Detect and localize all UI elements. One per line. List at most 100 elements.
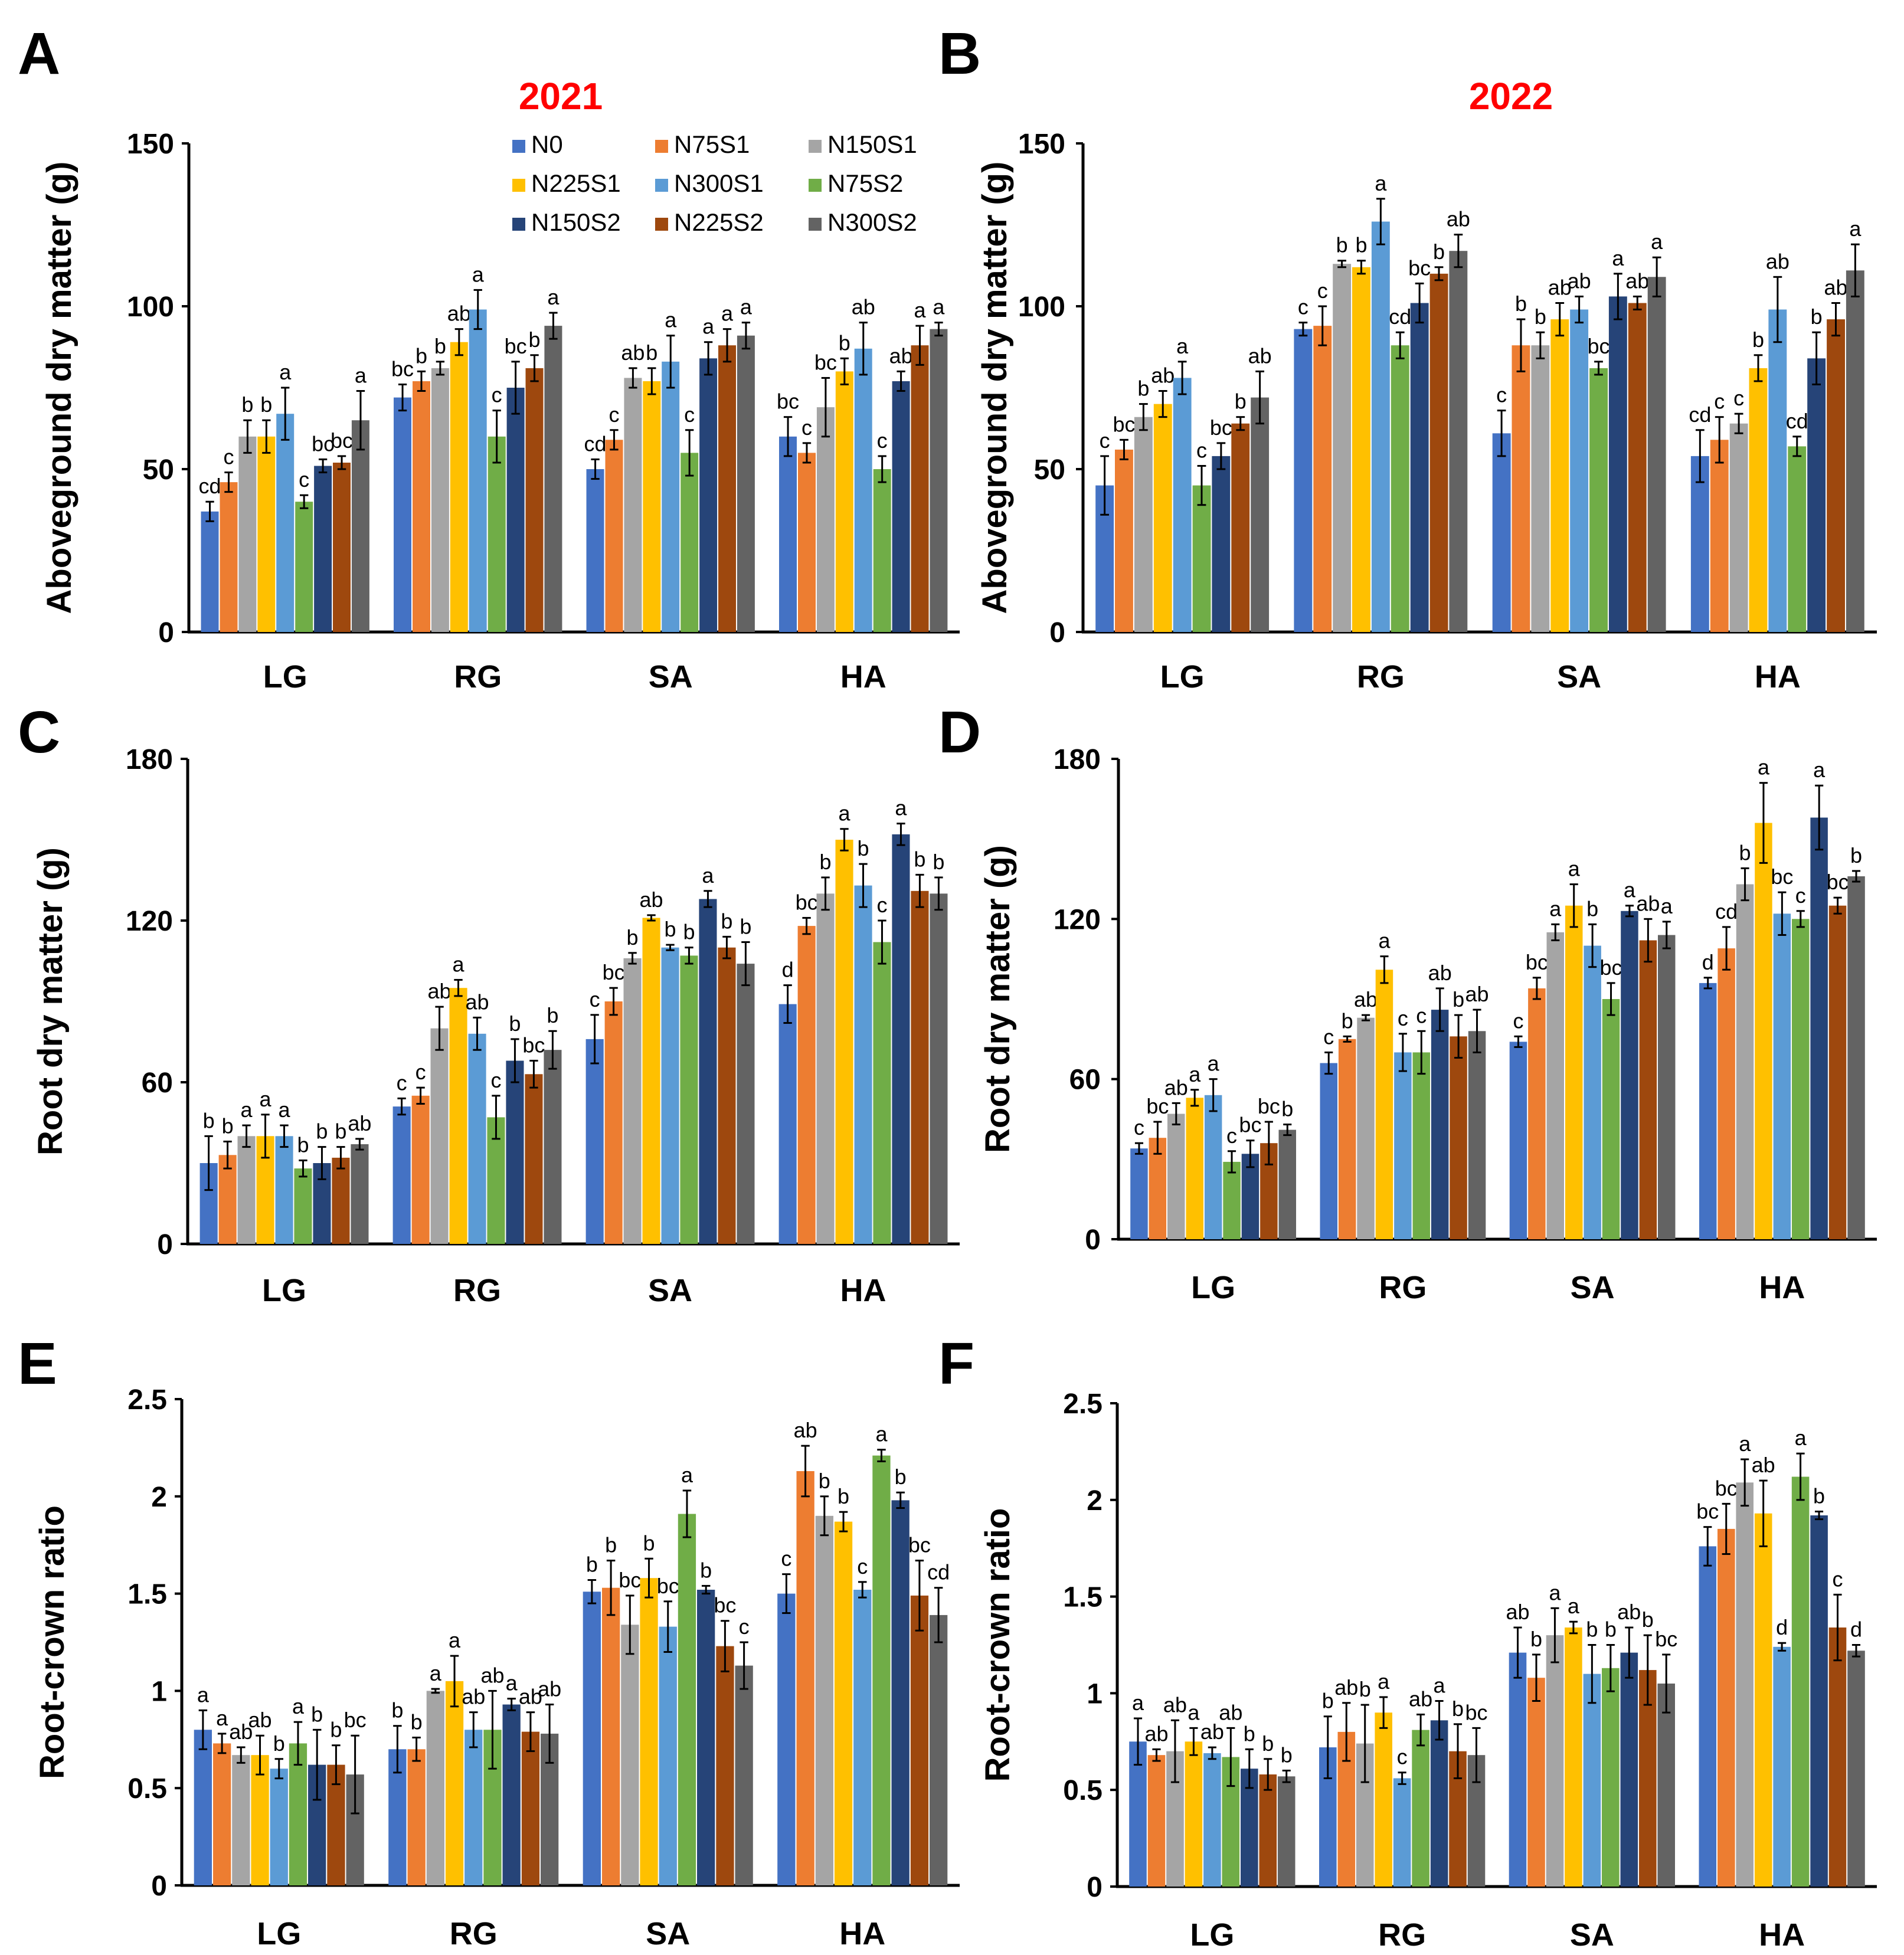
error-bar [397, 1097, 406, 1116]
bar-lg-n225s2 [333, 463, 351, 632]
error-bar [840, 357, 849, 385]
bar-sa-n75s1 [602, 1587, 620, 1885]
bar-lg-n75s1 [213, 1743, 231, 1885]
bar-sa-n75s1 [1528, 988, 1546, 1239]
y-tick-label: 1.5 [1063, 1582, 1103, 1613]
bar-lg-n75s2 [289, 1743, 307, 1885]
significance-letter: ab [1219, 1700, 1242, 1724]
significance-letter: a [216, 1706, 228, 1730]
bar-ha-n225s1 [835, 840, 853, 1244]
error-bar [1607, 982, 1615, 1016]
bar-sa-n300s1 [1583, 1674, 1601, 1887]
significance-letter: bc [1146, 1094, 1169, 1118]
significance-letter: b [839, 330, 850, 355]
significance-letter: c [609, 402, 619, 427]
significance-letter: c [1323, 1024, 1334, 1049]
y-tick-label: 120 [126, 906, 173, 937]
significance-letter: cd [1786, 409, 1808, 433]
error-bar [1588, 923, 1597, 968]
significance-letter: b [311, 1702, 323, 1726]
y-axis-label: Aboveground dry matter (g) [976, 162, 1014, 614]
error-bar [1594, 361, 1603, 376]
error-bar [549, 312, 558, 340]
y-tick-label: 100 [127, 292, 174, 323]
error-bar [1532, 977, 1541, 1000]
bar-ha-n75s1 [798, 453, 816, 632]
error-bar [821, 876, 830, 911]
significance-letter: a [472, 262, 485, 286]
error-bar [1152, 1748, 1161, 1762]
chart-title: 2022 [1469, 75, 1553, 117]
error-bar [783, 416, 793, 457]
significance-letter: b [529, 328, 541, 352]
bar-sa-n300s1 [659, 1626, 677, 1885]
error-bar [628, 952, 637, 965]
bar-ha-n150s2 [1810, 1515, 1828, 1887]
error-bar [1153, 1121, 1162, 1155]
error-bar [1536, 331, 1545, 359]
significance-letter: a [681, 1463, 693, 1487]
significance-letter: b [273, 1731, 285, 1756]
y-axis-label: Root dry matter (g) [979, 845, 1017, 1153]
significance-letter: ab [794, 1418, 817, 1442]
panel-letter: B [938, 21, 981, 87]
error-bar [336, 1146, 345, 1170]
significance-letter: c [1714, 389, 1725, 414]
legend-item-n300s1: N300S1 [655, 169, 764, 197]
x-category-label: HA [839, 1916, 885, 1951]
error-bar [1197, 464, 1206, 506]
error-bar [1831, 302, 1840, 337]
error-bar [416, 1086, 425, 1105]
significance-letter: a [1795, 1426, 1807, 1450]
error-bar [1255, 370, 1265, 425]
error-bar [666, 335, 675, 389]
bar-ha-n225s1 [1755, 823, 1772, 1239]
bar-ha-n300s2 [930, 893, 948, 1244]
significance-letter: bc [1258, 1094, 1280, 1118]
significance-letter: bc [391, 356, 414, 381]
error-bar [1550, 1607, 1559, 1663]
significance-letter: bc [619, 1568, 641, 1592]
significance-letter: b [297, 1132, 309, 1157]
bar-rg-n225s1 [1352, 267, 1370, 632]
significance-letter: b [914, 847, 925, 871]
error-bar [1833, 1593, 1842, 1662]
error-bar [858, 1581, 867, 1599]
error-bar [1361, 1014, 1370, 1021]
significance-letter: b [1530, 1627, 1542, 1651]
error-bar [355, 1138, 364, 1151]
bar-sa-n225s2 [718, 345, 736, 632]
significance-letter: b [1322, 1689, 1334, 1713]
y-tick-label: 120 [1054, 904, 1101, 935]
bar-ha-n300s1 [854, 348, 872, 632]
bar-rg-n225s2 [1429, 273, 1448, 632]
bar-rg-n0 [1294, 329, 1313, 632]
significance-letter: b [241, 392, 253, 417]
bar-ha-n150s2 [1807, 358, 1826, 632]
y-axis-label: Root-crown ratio [33, 1505, 71, 1779]
significance-letter: a [241, 1098, 253, 1122]
bar-rg-n150s2 [502, 1704, 521, 1885]
significance-letter: cd [1389, 304, 1411, 329]
significance-letter: bc [1210, 415, 1232, 440]
bar-rg-n225s1 [445, 1681, 464, 1885]
bar-ha-n300s2 [930, 329, 948, 632]
significance-letter: a [1568, 857, 1581, 881]
significance-letter: a [279, 360, 292, 384]
error-bar [1753, 354, 1763, 382]
error-bar [1575, 295, 1584, 324]
bar-rg-n150s1 [1333, 264, 1352, 632]
bar-ha-n300s1 [854, 885, 872, 1244]
error-bar [647, 367, 656, 395]
significance-letter: a [453, 952, 465, 976]
error-bar [801, 1445, 810, 1498]
bar-rg-n300s1 [468, 1033, 486, 1244]
error-bar [666, 944, 675, 951]
error-bar [1741, 1458, 1749, 1507]
error-bar [1454, 234, 1463, 268]
significance-letter: a [1568, 1594, 1580, 1618]
significance-letter: c [1416, 1003, 1427, 1027]
significance-letter: a [449, 1628, 461, 1652]
significance-letter: ab [1824, 275, 1847, 299]
significance-letter: c [223, 445, 234, 469]
